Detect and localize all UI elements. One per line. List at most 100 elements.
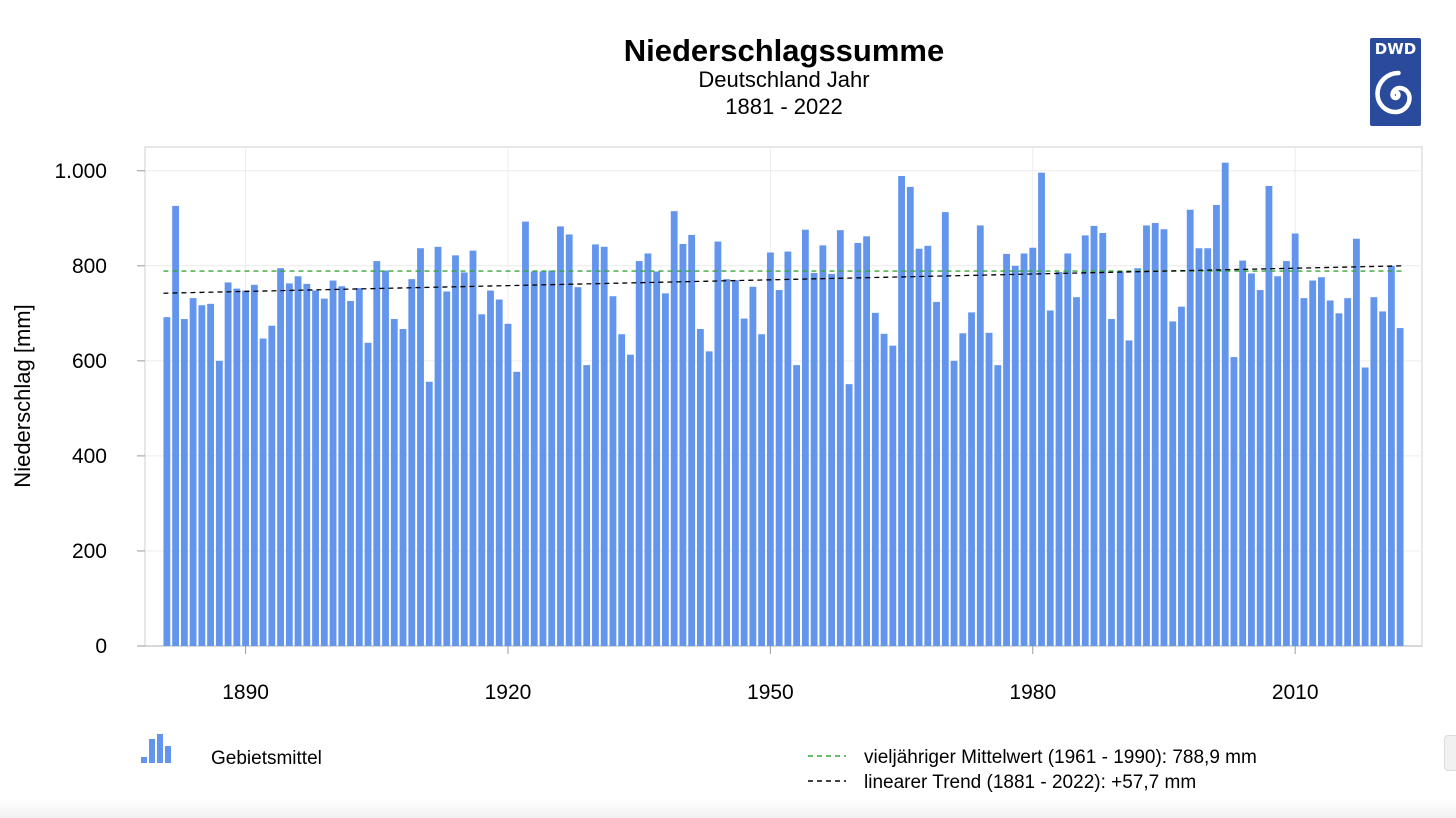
y-axis: 0 200 400 600 800 1.000 xyxy=(54,160,145,658)
x-tick-label: 2010 xyxy=(1272,681,1319,704)
bar xyxy=(285,283,293,646)
bar xyxy=(1248,273,1255,646)
x-tick-label: 1890 xyxy=(222,681,269,704)
bar xyxy=(1318,277,1325,646)
bar xyxy=(1151,223,1159,647)
bar xyxy=(294,276,302,646)
chart-subtitle-period: 1881 - 2022 xyxy=(725,94,842,119)
bar xyxy=(390,319,398,646)
bar xyxy=(417,248,424,647)
bar xyxy=(347,300,354,646)
bar xyxy=(1361,367,1369,646)
x-tick-label: 1980 xyxy=(1009,681,1056,704)
bar xyxy=(583,365,591,646)
bar xyxy=(1344,298,1352,646)
bar xyxy=(1186,209,1194,647)
y-tick-label: 600 xyxy=(72,350,107,373)
bar xyxy=(1195,248,1203,647)
bar xyxy=(1239,260,1247,646)
bar xyxy=(189,298,197,646)
bar xyxy=(828,273,836,646)
side-panel-tab[interactable] xyxy=(1444,735,1456,771)
bar xyxy=(653,271,661,646)
chart-subtitle-region: Deutschland Jahr xyxy=(698,67,869,92)
bar xyxy=(399,329,407,646)
dwd-logo: DWD xyxy=(1370,38,1421,126)
bar xyxy=(242,290,249,646)
bar xyxy=(749,286,757,646)
bar xyxy=(889,345,897,646)
legend-mean-label: vieljähriger Mittelwert (1961 - 1990): 7… xyxy=(864,747,1257,768)
bar xyxy=(259,338,267,646)
bar xyxy=(1073,297,1080,646)
bar xyxy=(854,243,862,646)
bar xyxy=(1274,276,1282,646)
bar xyxy=(460,272,468,646)
bar xyxy=(215,360,223,646)
bar xyxy=(871,312,879,646)
bar xyxy=(1029,247,1037,646)
bar xyxy=(968,312,975,646)
bar xyxy=(1326,300,1334,646)
bar xyxy=(338,286,346,646)
logo-text: DWD xyxy=(1375,40,1416,58)
bar xyxy=(740,318,748,646)
bar xyxy=(915,248,923,646)
bar xyxy=(898,175,905,647)
bar xyxy=(513,371,521,646)
y-tick-label: 400 xyxy=(72,445,107,468)
bar xyxy=(1003,253,1010,646)
bar xyxy=(1090,225,1098,646)
bar xyxy=(504,323,512,646)
y-tick-label: 800 xyxy=(72,255,107,278)
bar xyxy=(1081,235,1089,646)
bar xyxy=(924,245,932,646)
bar xyxy=(836,230,844,647)
bar xyxy=(329,280,337,646)
bar xyxy=(1099,233,1107,646)
bar xyxy=(609,296,617,646)
bar xyxy=(976,225,984,646)
bar xyxy=(1160,229,1168,646)
bar xyxy=(1046,310,1054,646)
bar xyxy=(775,290,783,646)
bar xyxy=(933,301,940,646)
bar xyxy=(1125,340,1133,646)
bar xyxy=(627,354,634,646)
bar xyxy=(697,329,704,646)
bar xyxy=(312,290,319,646)
bar xyxy=(408,279,416,646)
bar xyxy=(522,221,529,647)
bar xyxy=(679,243,687,646)
bar xyxy=(539,271,547,646)
spiral-icon xyxy=(1375,70,1412,115)
bar xyxy=(163,317,171,646)
chart-title: Niederschlagssumme xyxy=(624,33,944,68)
bar xyxy=(373,261,381,646)
bar xyxy=(618,334,626,646)
bar xyxy=(819,245,827,646)
bar xyxy=(443,291,451,646)
bar-legend-icon xyxy=(141,734,171,763)
bar xyxy=(1221,162,1229,646)
bar xyxy=(600,246,608,647)
bar xyxy=(1370,297,1378,646)
bar xyxy=(714,241,722,646)
bar xyxy=(950,360,958,646)
bar xyxy=(1108,319,1115,646)
bar xyxy=(880,333,888,646)
bar xyxy=(364,342,372,646)
bar xyxy=(1387,265,1395,646)
bar xyxy=(705,351,713,646)
bar xyxy=(801,229,809,646)
y-tick-label: 200 xyxy=(72,540,107,563)
bar xyxy=(565,234,573,646)
bar xyxy=(487,290,494,646)
x-tick-label: 1950 xyxy=(747,681,794,704)
x-axis: 1890 1920 1950 1980 2010 xyxy=(222,646,1319,704)
y-tick-label: 0 xyxy=(95,635,107,658)
bar xyxy=(1265,185,1273,646)
bar xyxy=(1309,280,1317,646)
bar xyxy=(1134,268,1142,646)
